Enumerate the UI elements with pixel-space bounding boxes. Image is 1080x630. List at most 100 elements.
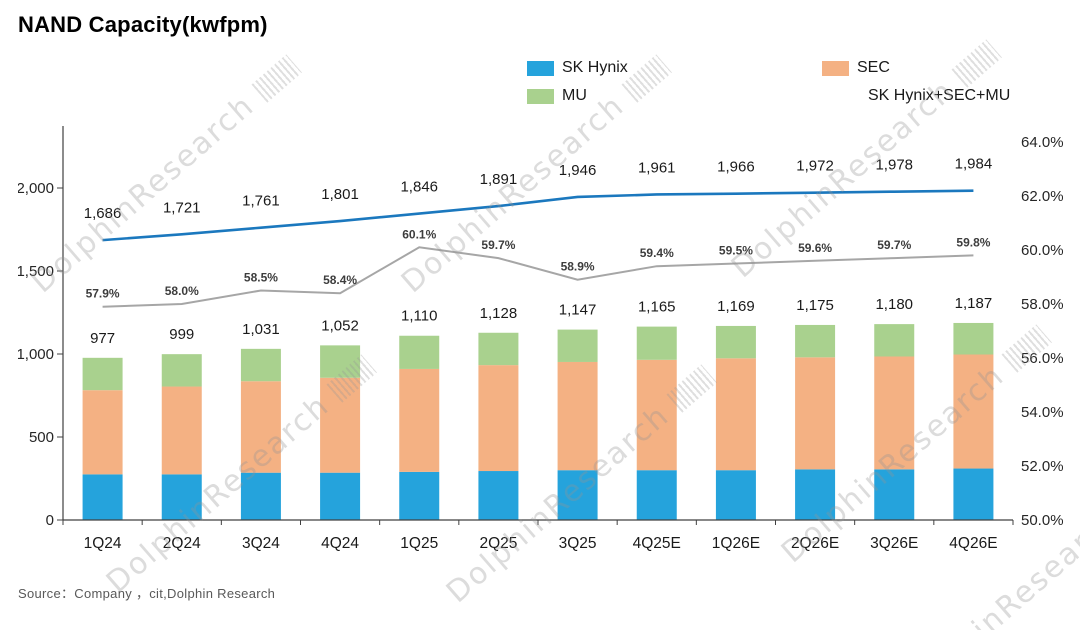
bar-segment — [82, 474, 123, 520]
watermark-barcode-icon — [621, 54, 672, 103]
share-line-label: 58.4% — [323, 273, 357, 287]
legend-item-sec: SEC — [822, 59, 890, 77]
share-line-label: 59.5% — [719, 244, 753, 258]
share-line-label: 60.1% — [402, 227, 436, 241]
bar-segment — [795, 469, 836, 520]
right-axis-tick-label: 52.0% — [1021, 458, 1063, 475]
left-axis-tick-label: 1,000 — [18, 346, 54, 363]
legend-swatch-sk-hynix-icon — [527, 60, 554, 76]
share-line-label: 59.7% — [877, 238, 911, 252]
right-axis-tick-label: 58.0% — [1021, 296, 1063, 313]
bar-segment — [399, 368, 440, 472]
total-line-label: 1,961 — [638, 159, 676, 176]
x-axis-category-label: 2Q24 — [163, 535, 201, 552]
bar-total-label: 1,187 — [955, 295, 993, 312]
share-line-label: 58.5% — [244, 271, 278, 285]
source-note: Source：Company ，cit,Dolphin Research — [18, 586, 276, 601]
bar-segment — [715, 358, 756, 471]
right-axis-tick-label: 56.0% — [1021, 350, 1063, 367]
total-line-label: 1,978 — [875, 157, 913, 174]
bar-segment — [795, 357, 836, 470]
share-line-label: 59.4% — [640, 246, 674, 260]
bar-segment — [874, 356, 915, 470]
legend-swatch-sec-icon — [822, 60, 849, 76]
bar-total-label: 1,110 — [401, 308, 437, 325]
bar-total-label: 999 — [169, 326, 194, 343]
bar-segment — [874, 469, 915, 520]
bar-segment — [636, 326, 677, 360]
x-axis-category-label: 3Q24 — [242, 535, 280, 552]
total-line-label: 1,761 — [242, 193, 280, 210]
bar-segment — [715, 470, 756, 520]
legend-label-mu: MU — [562, 87, 587, 104]
bar-segment — [240, 472, 281, 520]
watermark-barcode-icon — [251, 54, 302, 103]
bar-segment — [953, 468, 994, 520]
bar-total-label: 1,175 — [796, 297, 834, 314]
left-axis-tick-label: 500 — [29, 429, 54, 446]
x-axis-category-label: 3Q26E — [870, 535, 918, 552]
right-axis-tick-label: 60.0% — [1021, 242, 1063, 259]
left-axis-tick-label: 1,500 — [18, 263, 54, 280]
bar-segment — [82, 390, 123, 475]
bar-total-label: 1,052 — [321, 317, 359, 334]
x-axis-category-label: 2Q25 — [479, 535, 517, 552]
total-capacity-line — [102, 189, 974, 242]
bar-segment — [82, 357, 123, 391]
stacked-bars — [82, 322, 994, 520]
x-axis-category-label: 4Q24 — [321, 535, 359, 552]
share-line-label: 59.7% — [481, 238, 515, 252]
right-axis-tick-label: 50.0% — [1021, 512, 1063, 529]
share-line-label: 58.0% — [165, 284, 199, 298]
bar-total-label: 977 — [90, 330, 115, 347]
bar-segment — [478, 471, 519, 520]
total-line-label: 1,972 — [796, 158, 834, 175]
total-line-label: 1,801 — [321, 186, 359, 203]
chart-title: NAND Capacity(kwfpm) — [18, 12, 268, 37]
nand-capacity-chart: 0 500 1,000 1,500 2,000 50.0% 52.0% 54.0% 56.0% 5… — [18, 126, 1063, 552]
bar-segment — [557, 329, 598, 362]
bar-segment — [953, 354, 994, 469]
right-axis-tick-label: 64.0% — [1021, 134, 1063, 151]
bar-segment — [478, 332, 519, 366]
data-labels: 977 999 1,031 1,052 1,110 1,128 1,147 1,165 1,16… — [84, 156, 992, 347]
legend-item-sk-hynix-sec-mu: SK Hynix+SEC+MU — [868, 87, 1010, 105]
legend-label-sk-hynix: SK Hynix — [562, 59, 628, 76]
bar-segment — [557, 361, 598, 471]
bar-segment — [161, 474, 202, 520]
bar-segment — [161, 386, 202, 475]
right-axis-tick-label: 62.0% — [1021, 188, 1063, 205]
axes: 0 500 1,000 1,500 2,000 50.0% 52.0% 54.0% 56.0% 5… — [18, 126, 1063, 552]
total-line-label: 1,686 — [84, 205, 122, 222]
bar-total-label: 1,147 — [559, 302, 597, 319]
legend-label-sk-hynix-sec-mu: SK Hynix+SEC+MU — [868, 87, 1011, 104]
total-line-label: 1,966 — [717, 159, 755, 176]
bar-segment — [953, 322, 994, 355]
x-axis-category-label: 1Q26E — [712, 535, 760, 552]
bar-segment — [161, 354, 202, 387]
legend-swatch-mu-icon — [527, 88, 554, 104]
bar-total-label: 1,180 — [875, 296, 913, 313]
bar-total-label: 1,165 — [638, 299, 676, 316]
bar-segment — [874, 324, 915, 357]
x-axis-category-label: 4Q26E — [949, 535, 997, 552]
legend-item-sk-hynix: SK Hynix — [527, 59, 628, 77]
bar-segment — [240, 348, 281, 382]
share-line-label: 58.9% — [561, 260, 595, 274]
bar-segment — [240, 381, 281, 473]
x-axis-category-label: 1Q24 — [84, 535, 122, 552]
x-axis-category-label: 2Q26E — [791, 535, 839, 552]
share-line-label: 59.6% — [798, 241, 832, 255]
bar-segment — [636, 470, 677, 520]
bar-segment — [478, 365, 519, 472]
x-axis-category-label: 4Q25E — [633, 535, 681, 552]
total-line-label: 1,846 — [400, 179, 438, 196]
bar-total-label: 1,031 — [242, 321, 280, 338]
share-line — [102, 246, 974, 308]
bar-segment — [795, 324, 836, 358]
legend-label-sec: SEC — [857, 59, 890, 76]
bar-segment — [320, 345, 361, 378]
share-line-label: 57.9% — [86, 287, 120, 301]
bar-segment — [320, 472, 361, 520]
